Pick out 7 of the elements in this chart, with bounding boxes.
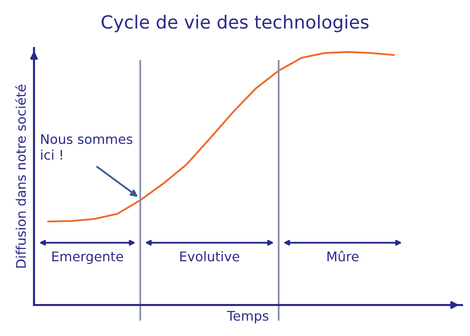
chart-title: Cycle de vie des technologies — [102, 14, 368, 32]
x-axis-title: Temps — [226, 310, 268, 324]
annotation: Mûre — [327, 250, 358, 262]
y-axis-title: Diffusion dans notre société — [15, 84, 26, 268]
annotation: Evolutive — [180, 251, 240, 262]
annotation: Emergente — [52, 252, 123, 264]
annotation: Nous sommes ici ! — [41, 134, 132, 160]
